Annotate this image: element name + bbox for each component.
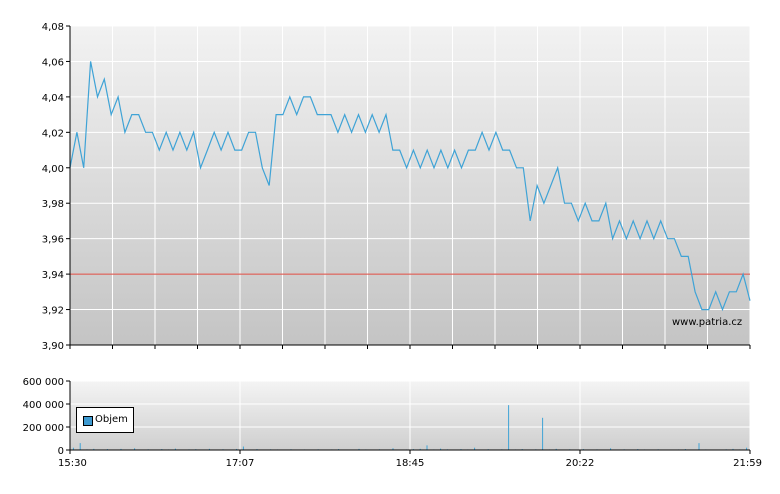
legend-swatch bbox=[83, 416, 93, 426]
watermark-text[interactable]: www.patria.cz bbox=[672, 317, 743, 328]
x-tick-label: 15:30 bbox=[58, 458, 87, 469]
price-tick-label: 3,98 bbox=[42, 199, 64, 210]
volume-tick-label: 0 bbox=[58, 446, 64, 457]
volume-legend: Objem bbox=[76, 407, 134, 433]
x-tick-label: 17:07 bbox=[226, 458, 255, 469]
volume-panel: 600 000 400 000 200 000 015:30 17:07 18:45 20:… bbox=[23, 377, 762, 469]
price-panel: 4,08 4,06 4,04 4,02 4,00 3,98 3,96 3,94 3,92 3,90 bbox=[42, 22, 751, 352]
price-tick-label: 3,92 bbox=[42, 306, 64, 317]
volume-tick-label: 400 000 bbox=[23, 400, 64, 411]
price-tick-label: 3,90 bbox=[42, 341, 64, 352]
price-tick-label: 4,08 bbox=[42, 22, 64, 33]
price-tick-label: 4,04 bbox=[42, 93, 64, 104]
volume-tick-label: 600 000 bbox=[23, 377, 64, 388]
volume-tick-label: 200 000 bbox=[23, 423, 64, 434]
legend-label-volume: Objem bbox=[95, 414, 128, 425]
price-tick-label: 4,00 bbox=[42, 164, 64, 175]
price-tick-label: 4,06 bbox=[42, 57, 64, 68]
price-tick-label: 3,94 bbox=[42, 270, 64, 281]
x-tick-label: 18:45 bbox=[396, 458, 425, 469]
x-tick-label: 21:59 bbox=[733, 458, 762, 469]
price-series-line bbox=[69, 61, 751, 312]
x-tick-label: 20:22 bbox=[566, 458, 595, 469]
price-tick-label: 4,02 bbox=[42, 128, 64, 139]
price-tick-label: 3,96 bbox=[42, 235, 64, 246]
